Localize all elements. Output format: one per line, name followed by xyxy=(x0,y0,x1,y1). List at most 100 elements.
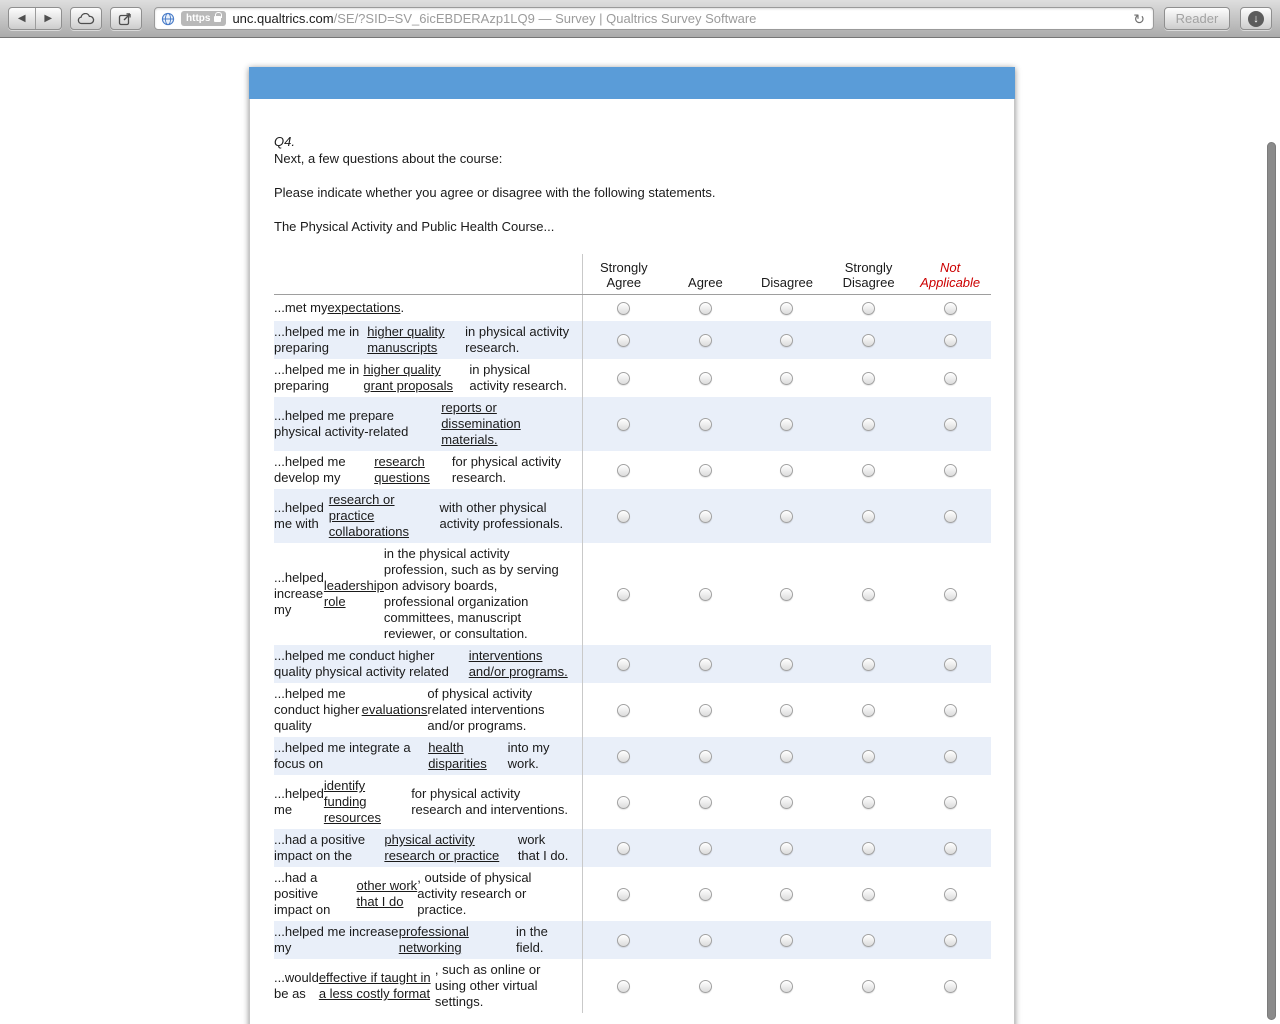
radio-row11-col4[interactable] xyxy=(862,795,876,809)
radio-row2-col5[interactable] xyxy=(943,333,957,347)
matrix-row-9: ...helped me conduct higher quality eval… xyxy=(274,683,991,737)
radio-row7-col1[interactable] xyxy=(617,587,631,601)
column-header-disagree: Disagree xyxy=(760,275,813,290)
share-button[interactable] xyxy=(110,7,142,30)
radio-row13-col4[interactable] xyxy=(862,887,876,901)
radio-row3-col4[interactable] xyxy=(862,371,876,385)
statement-plain-text: ...helped me with xyxy=(274,500,324,531)
radio-row11-col3[interactable] xyxy=(780,795,794,809)
statement-text: ...helped increase my leadership role in… xyxy=(274,543,583,645)
radio-row9-col2[interactable] xyxy=(698,703,712,717)
radio-row1-col4[interactable] xyxy=(862,301,876,315)
radio-row15-col2[interactable] xyxy=(698,979,712,993)
forward-icon[interactable]: ▶ xyxy=(44,13,53,24)
statement-plain-text: ...helped me conduct higher quality xyxy=(274,686,360,733)
radio-row7-col4[interactable] xyxy=(862,587,876,601)
radio-row5-col4[interactable] xyxy=(862,463,876,477)
radio-row13-col2[interactable] xyxy=(698,887,712,901)
radio-row7-col2[interactable] xyxy=(698,587,712,601)
radio-row2-col2[interactable] xyxy=(698,333,712,347)
radio-row10-col5[interactable] xyxy=(943,749,957,763)
radio-row14-col4[interactable] xyxy=(862,933,876,947)
reader-button[interactable]: Reader xyxy=(1164,7,1230,30)
radio-row8-col3[interactable] xyxy=(780,657,794,671)
radio-row4-col5[interactable] xyxy=(943,417,957,431)
radio-row10-col3[interactable] xyxy=(780,749,794,763)
radio-row8-col2[interactable] xyxy=(698,657,712,671)
radio-row8-col1[interactable] xyxy=(617,657,631,671)
radio-row9-col3[interactable] xyxy=(780,703,794,717)
reload-icon[interactable]: ↻ xyxy=(1133,11,1145,27)
radio-row4-col1[interactable] xyxy=(617,417,631,431)
radio-row4-col3[interactable] xyxy=(780,417,794,431)
answer-cell xyxy=(909,295,991,321)
answer-cell xyxy=(746,737,828,775)
radio-row12-col3[interactable] xyxy=(780,841,794,855)
statement-plain-text: , outside of physical activity research … xyxy=(417,870,532,917)
radio-row14-col3[interactable] xyxy=(780,933,794,947)
radio-row14-col5[interactable] xyxy=(943,933,957,947)
radio-row2-col1[interactable] xyxy=(617,333,631,347)
radio-row14-col2[interactable] xyxy=(698,933,712,947)
radio-row5-col1[interactable] xyxy=(617,463,631,477)
radio-row1-col1[interactable] xyxy=(617,301,631,315)
answer-cell xyxy=(665,683,747,737)
radio-row6-col1[interactable] xyxy=(617,509,631,523)
radio-row7-col5[interactable] xyxy=(943,587,957,601)
radio-row14-col1[interactable] xyxy=(617,933,631,947)
radio-row9-col5[interactable] xyxy=(943,703,957,717)
radio-row10-col2[interactable] xyxy=(698,749,712,763)
radio-row13-col5[interactable] xyxy=(943,887,957,901)
statement-plain-text: in physical activity research. xyxy=(465,324,570,355)
answer-cell xyxy=(583,397,665,451)
radio-row1-col2[interactable] xyxy=(698,301,712,315)
radio-row15-col4[interactable] xyxy=(862,979,876,993)
radio-row1-col3[interactable] xyxy=(780,301,794,315)
answer-cells xyxy=(583,295,991,321)
radio-row15-col5[interactable] xyxy=(943,979,957,993)
radio-row3-col2[interactable] xyxy=(698,371,712,385)
radio-row9-col4[interactable] xyxy=(862,703,876,717)
vertical-scrollbar-thumb[interactable] xyxy=(1267,142,1276,1020)
radio-row3-col5[interactable] xyxy=(943,371,957,385)
radio-row8-col4[interactable] xyxy=(862,657,876,671)
radio-row12-col5[interactable] xyxy=(943,841,957,855)
radio-row6-col5[interactable] xyxy=(943,509,957,523)
radio-row5-col5[interactable] xyxy=(943,463,957,477)
radio-row12-col1[interactable] xyxy=(617,841,631,855)
download-icon: ↓ xyxy=(1248,10,1264,27)
downloads-button[interactable]: ↓ xyxy=(1240,7,1272,30)
radio-row3-col3[interactable] xyxy=(780,371,794,385)
statement-text: ...helped me with research or practice c… xyxy=(274,489,583,543)
radio-row11-col1[interactable] xyxy=(617,795,631,809)
radio-row10-col4[interactable] xyxy=(862,749,876,763)
radio-row13-col3[interactable] xyxy=(780,887,794,901)
radio-row10-col1[interactable] xyxy=(617,749,631,763)
radio-row11-col2[interactable] xyxy=(698,795,712,809)
radio-row5-col3[interactable] xyxy=(780,463,794,477)
statement-text: ...would be as effective if taught in a … xyxy=(274,959,583,1013)
radio-row5-col2[interactable] xyxy=(698,463,712,477)
radio-row8-col5[interactable] xyxy=(943,657,957,671)
radio-row13-col1[interactable] xyxy=(617,887,631,901)
radio-row12-col2[interactable] xyxy=(698,841,712,855)
back-icon[interactable]: ◀ xyxy=(9,8,36,29)
radio-row15-col3[interactable] xyxy=(780,979,794,993)
radio-row2-col3[interactable] xyxy=(780,333,794,347)
radio-row6-col3[interactable] xyxy=(780,509,794,523)
radio-row2-col4[interactable] xyxy=(862,333,876,347)
radio-row7-col3[interactable] xyxy=(780,587,794,601)
radio-row15-col1[interactable] xyxy=(617,979,631,993)
radio-row1-col5[interactable] xyxy=(943,301,957,315)
radio-row6-col2[interactable] xyxy=(698,509,712,523)
radio-row4-col4[interactable] xyxy=(862,417,876,431)
radio-row3-col1[interactable] xyxy=(617,371,631,385)
radio-row4-col2[interactable] xyxy=(698,417,712,431)
radio-row12-col4[interactable] xyxy=(862,841,876,855)
answer-cells xyxy=(583,959,991,1013)
icloud-button[interactable] xyxy=(70,7,102,30)
radio-row9-col1[interactable] xyxy=(617,703,631,717)
radio-row6-col4[interactable] xyxy=(862,509,876,523)
address-bar[interactable]: https unc.qualtrics.com /SE/?SID=SV_6icE… xyxy=(154,7,1154,30)
radio-row11-col5[interactable] xyxy=(943,795,957,809)
